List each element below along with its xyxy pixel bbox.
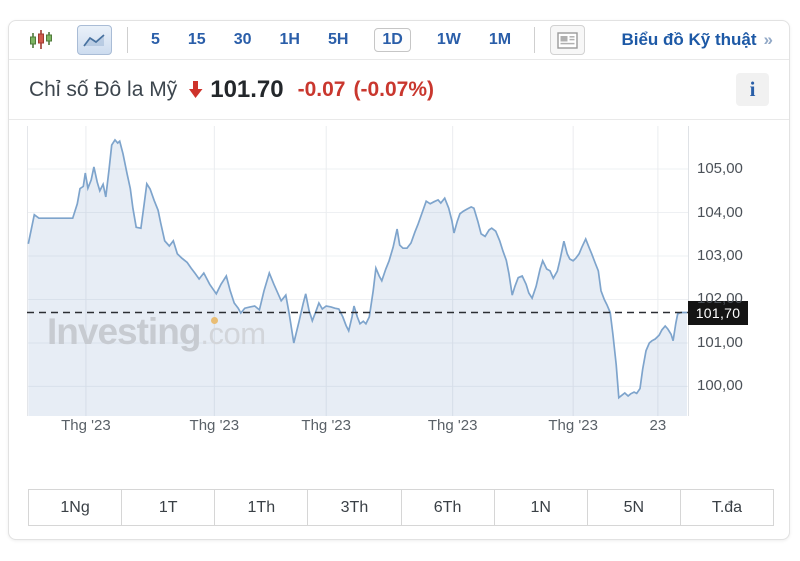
x-axis-label: Thg '23 — [189, 417, 240, 434]
current-price-badge: 101,70 — [688, 300, 748, 325]
range-button-6th[interactable]: 6Th — [400, 490, 494, 525]
timeframe-15[interactable]: 15 — [187, 31, 206, 48]
last-price: 101.70 — [210, 75, 284, 103]
range-button-1n[interactable]: 1N — [493, 490, 587, 525]
news-layout-icon[interactable] — [550, 25, 586, 55]
timeframe-30[interactable]: 30 — [233, 31, 252, 48]
x-axis-label: Thg '23 — [61, 417, 111, 434]
range-button-t.đa[interactable]: T.đa — [679, 490, 773, 525]
arrow-down-icon — [188, 81, 203, 98]
y-axis-label: 105,00 — [697, 160, 743, 178]
chart-toolbar: 5 15 30 1H 5H 1D 1W 1M Biểu đồ Kỹ thuật » — [9, 21, 789, 60]
y-axis-label: 104,00 — [697, 203, 743, 221]
range-button-1t[interactable]: 1T — [121, 490, 214, 525]
y-axis-label: 100,00 — [697, 377, 743, 395]
instrument-header: Chỉ số Đô la Mỹ 101.70 -0.07 (-0.07%) i — [9, 60, 789, 120]
y-axis-label: 103,00 — [697, 247, 743, 264]
timeframe-1h[interactable]: 1H — [279, 31, 300, 48]
price-line — [27, 138, 687, 400]
range-selector: 1Ng 1T 1Th 3Th 6Th 1N 5N T.đa — [28, 489, 774, 526]
page-title: Chỉ số Đô la Mỹ — [29, 77, 178, 101]
range-button-3th[interactable]: 3Th — [307, 490, 400, 525]
price-chart[interactable]: Investing .com 101,70 105,00 104,00 103,00 1… — [9, 119, 791, 471]
timeframe-5[interactable]: 5 — [151, 31, 160, 48]
y-axis-label: 102,00 — [697, 290, 743, 308]
toolbar-divider — [534, 27, 536, 53]
timeframe-1w[interactable]: 1W — [436, 31, 461, 48]
x-axis-label: Thg '23 — [427, 417, 478, 434]
candlestick-icon[interactable] — [27, 26, 57, 54]
toolbar-divider — [127, 27, 128, 53]
info-button[interactable]: i — [736, 73, 769, 106]
chevron-right-icon: » — [763, 30, 773, 49]
timeframe-5h[interactable]: 5H — [327, 31, 349, 48]
technical-chart-link[interactable]: Biểu đồ Kỹ thuật » — [621, 30, 773, 50]
timeframe-1d[interactable]: 1D — [374, 28, 411, 52]
range-button-1th[interactable]: 1Th — [214, 490, 307, 525]
x-axis-label: 23 — [649, 417, 667, 434]
y-axis-label: 101,00 — [697, 333, 743, 351]
chart-card: 5 15 30 1H 5H 1D 1W 1M Biểu đồ Kỹ thuật » Chỉ s… — [8, 20, 790, 540]
range-button-5n[interactable]: 5N — [586, 490, 680, 525]
range-button-1ng[interactable]: 1Ng — [60, 498, 90, 516]
timeframe-list: 5 15 30 1H 5H 1D 1W 1M — [149, 28, 513, 52]
timeframe-1m[interactable]: 1M — [488, 31, 512, 48]
price-change: -0.07 — [297, 77, 346, 101]
price-change-percent: (-0.07%) — [353, 77, 435, 101]
x-axis-label: Thg '23 — [301, 417, 352, 434]
chart-plot-area[interactable] — [27, 126, 689, 416]
technical-chart-label: Biểu đồ Kỹ thuật — [621, 30, 757, 49]
x-axis-label: Thg '23 — [548, 417, 598, 434]
line-chart-icon[interactable] — [77, 25, 112, 55]
